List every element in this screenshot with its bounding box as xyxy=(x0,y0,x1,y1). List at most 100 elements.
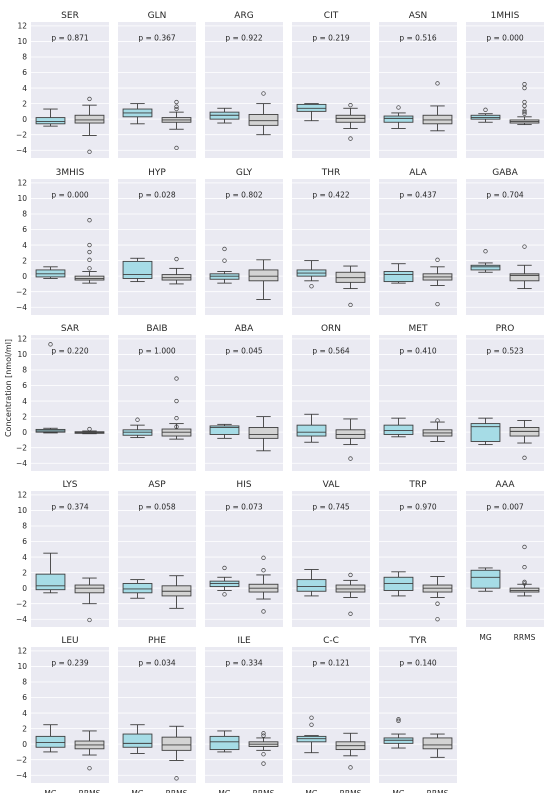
y-tick-label: 6 xyxy=(22,225,27,234)
panel-title: ORN xyxy=(321,324,341,334)
panel-background xyxy=(292,335,370,471)
rrms-outlier xyxy=(435,418,440,423)
mg-box xyxy=(209,735,240,751)
p-value-label: p = 0.422 xyxy=(312,191,350,200)
panel-background xyxy=(466,179,544,315)
rrms-outlier xyxy=(348,103,353,108)
rrms-outlier xyxy=(522,544,527,550)
y-tick-label: 2 xyxy=(22,568,27,577)
y-tick-label: −4 xyxy=(16,771,27,780)
panel-thr: THR p = 0.422 xyxy=(292,168,370,315)
p-value-label: p = 0.704 xyxy=(486,191,524,200)
panel-background xyxy=(205,335,283,471)
panel-ile: ILE p = 0.334 MG RRMS xyxy=(205,636,283,793)
rrms-outlier xyxy=(174,376,179,381)
mg-box xyxy=(209,425,240,435)
mg-outlier xyxy=(396,105,401,110)
rrms-outlier xyxy=(348,765,353,770)
y-tick-label: 4 xyxy=(22,709,27,718)
y-tick-label: 0 xyxy=(22,428,27,437)
x-tick-label: MG xyxy=(392,789,404,793)
rrms-outlier xyxy=(522,455,527,460)
p-value-label: p = 0.045 xyxy=(225,347,263,356)
panel-hyp: HYP p = 0.028 xyxy=(118,168,196,315)
y-tick-label: 4 xyxy=(22,84,27,93)
panel-title: MET xyxy=(409,324,428,334)
panel-asn: ASN p = 0.516 xyxy=(379,11,457,158)
rrms-box xyxy=(422,737,453,750)
y-tick-label: −2 xyxy=(16,130,27,139)
x-tick-label: MG xyxy=(44,789,56,793)
panel-3mhis: −4 −2 0 2 4 6 8 10 12 3MHIS p = 0.000 xyxy=(16,168,109,315)
mg-box xyxy=(383,115,414,123)
panel-baib: BAIB p = 1.000 xyxy=(118,324,196,471)
panel-lys: −4 −2 0 2 4 6 8 10 12 LYS p = 0.374 xyxy=(16,480,109,627)
mg-box xyxy=(383,271,414,283)
p-value-label: p = 1.000 xyxy=(138,347,176,356)
p-value-label: p = 0.922 xyxy=(225,34,263,43)
rrms-outlier xyxy=(87,149,92,154)
panel-title: SER xyxy=(61,11,79,21)
y-tick-label: 0 xyxy=(22,272,27,281)
rrms-outlier xyxy=(174,424,179,429)
panel-title: PHE xyxy=(148,636,166,646)
panel-gln: GLN p = 0.367 xyxy=(118,11,196,158)
y-tick-label: 10 xyxy=(17,350,27,359)
panel-background xyxy=(379,335,457,471)
p-value-label: p = 0.374 xyxy=(51,503,89,512)
panel-phe: PHE p = 0.034 MG RRMS xyxy=(118,636,196,793)
rrms-outlier xyxy=(87,426,92,432)
panel-aaa: AAA p = 0.007 MG RRMS xyxy=(466,480,544,642)
panel-ala: ALA p = 0.437 xyxy=(379,168,457,315)
panel-title: LYS xyxy=(62,480,77,490)
y-tick-label: 0 xyxy=(22,115,27,124)
p-value-label: p = 0.058 xyxy=(138,503,176,512)
mg-outlier xyxy=(222,246,227,252)
panel-gaba: GABA p = 0.704 xyxy=(466,168,544,315)
panel-c-c: C-C p = 0.121 MG RRMS xyxy=(292,636,370,793)
rrms-outlier xyxy=(522,108,527,113)
rrms-outlier xyxy=(87,257,92,262)
p-value-label: p = 0.007 xyxy=(486,503,524,512)
rrms-outlier xyxy=(522,109,527,115)
rrms-outlier xyxy=(522,581,527,586)
mg-box xyxy=(35,573,66,591)
mg-outlier xyxy=(135,417,140,422)
rrms-box xyxy=(509,273,540,282)
rrms-outlier xyxy=(348,302,353,308)
y-tick-label: 6 xyxy=(22,693,27,702)
x-tick-label: RRMS xyxy=(427,789,449,793)
rrms-outlier xyxy=(87,266,92,271)
x-tick-label: RRMS xyxy=(253,789,275,793)
rrms-outlier xyxy=(435,601,440,606)
panel-background xyxy=(466,22,544,158)
p-value-label: p = 0.000 xyxy=(486,34,524,43)
x-tick-label: MG xyxy=(305,789,317,793)
mg-box xyxy=(35,117,66,125)
panel-background xyxy=(205,491,283,627)
panel-background xyxy=(466,335,544,471)
rrms-outlier xyxy=(87,249,92,255)
x-tick-label: RRMS xyxy=(166,789,188,793)
panel-background xyxy=(292,647,370,783)
rrms-outlier xyxy=(174,99,179,105)
panel-background xyxy=(118,491,196,627)
p-value-label: p = 0.802 xyxy=(225,191,263,200)
p-value-label: p = 0.745 xyxy=(312,503,350,512)
rrms-outlier xyxy=(435,301,440,307)
y-tick-label: −2 xyxy=(16,443,27,452)
mg-outlier xyxy=(396,718,401,723)
rrms-outlier xyxy=(348,611,353,616)
mg-outlier xyxy=(309,722,314,727)
rrms-box xyxy=(248,427,279,439)
panel-title: TRP xyxy=(408,480,427,490)
panel-asp: ASP p = 0.058 xyxy=(118,480,196,627)
y-tick-label: 2 xyxy=(22,256,27,265)
y-tick-label: −2 xyxy=(16,287,27,296)
rrms-outlier xyxy=(522,565,527,570)
y-tick-label: 2 xyxy=(22,412,27,421)
rrms-outlier xyxy=(261,752,266,757)
panel-met: MET p = 0.410 xyxy=(379,324,457,471)
rrms-outlier xyxy=(522,111,527,116)
